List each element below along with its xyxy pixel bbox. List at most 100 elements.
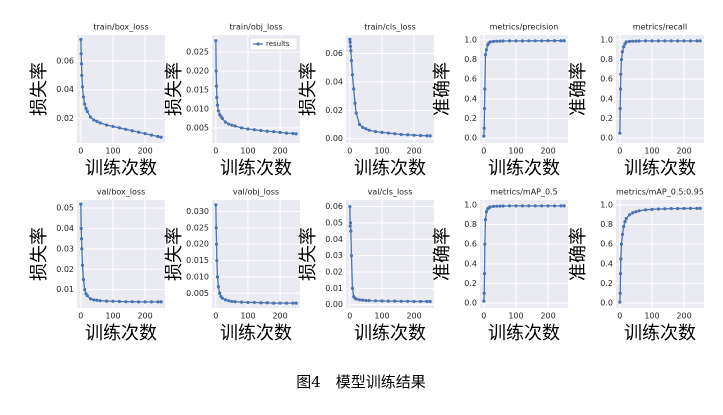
y-tick-label: 0.025 xyxy=(186,48,209,57)
data-point xyxy=(83,288,87,292)
data-point xyxy=(428,299,432,304)
data-point xyxy=(233,300,237,304)
data-point xyxy=(688,39,693,43)
data-point xyxy=(278,130,282,134)
data-point xyxy=(364,127,368,131)
data-point xyxy=(294,301,298,305)
data-point xyxy=(514,39,518,43)
data-point xyxy=(214,203,218,207)
data-point xyxy=(117,126,121,130)
data-point xyxy=(656,207,660,211)
data-point xyxy=(348,221,353,225)
data-point xyxy=(357,298,362,302)
y-tick-label: 0.4 xyxy=(600,94,613,103)
data-point xyxy=(117,299,121,304)
y-tick-label: 0.03 xyxy=(56,244,74,253)
chart-title: metrics/mAP_0.5:0.95 xyxy=(616,188,704,197)
data-point xyxy=(367,299,371,303)
y-tick-label: 0.02 xyxy=(56,265,74,274)
data-point xyxy=(631,39,635,43)
data-point xyxy=(81,95,86,99)
data-point xyxy=(239,300,244,304)
y-tick-label: 0.020 xyxy=(186,240,209,249)
y-tick-label: 0.6 xyxy=(600,75,613,84)
data-point xyxy=(294,132,298,136)
data-point xyxy=(81,277,86,282)
x-tick-label: 100 xyxy=(240,312,255,321)
data-point xyxy=(669,207,673,211)
data-point xyxy=(488,205,492,209)
data-point xyxy=(393,132,397,136)
data-point xyxy=(223,120,228,124)
data-point xyxy=(214,242,219,246)
data-point xyxy=(252,128,256,132)
x-tick-label: 200 xyxy=(272,147,287,156)
x-tick-label: 200 xyxy=(406,312,421,321)
data-point xyxy=(354,297,358,301)
data-point xyxy=(491,204,496,208)
data-point xyxy=(482,134,486,138)
chart-title: metrics/mAP_0.5 xyxy=(490,188,557,197)
data-point xyxy=(412,299,416,304)
y-axis-label: 损失率 xyxy=(164,227,185,281)
data-point xyxy=(482,272,487,276)
data-point xyxy=(527,204,531,208)
y-tick-label: 0.2 xyxy=(600,279,613,288)
data-point xyxy=(95,298,99,302)
y-tick-label: 1.0 xyxy=(464,35,477,44)
data-point xyxy=(215,95,219,100)
data-point xyxy=(619,57,624,62)
data-point xyxy=(216,285,221,289)
data-point xyxy=(622,45,626,49)
y-tick-label: 0.4 xyxy=(464,259,477,268)
chart-title: train/cls_loss xyxy=(364,23,416,32)
y-axis-label: 损失率 xyxy=(298,62,319,116)
y-tick-label: 0.04 xyxy=(56,224,74,233)
data-point xyxy=(676,206,680,211)
data-point xyxy=(643,208,648,212)
y-tick-label: 0.02 xyxy=(325,268,343,277)
data-point xyxy=(246,127,250,131)
data-point xyxy=(79,52,83,56)
data-point xyxy=(698,206,702,210)
data-point xyxy=(650,207,654,211)
data-point xyxy=(218,291,222,295)
data-point xyxy=(622,224,626,229)
data-point xyxy=(215,103,220,107)
data-point xyxy=(540,204,544,208)
data-point xyxy=(559,204,563,208)
data-point xyxy=(98,121,102,125)
data-point xyxy=(520,204,524,208)
plot-background xyxy=(346,35,434,143)
data-point xyxy=(624,217,628,221)
data-point xyxy=(88,115,93,119)
x-tick-label: 0 xyxy=(213,147,218,156)
data-point xyxy=(482,126,486,130)
data-point xyxy=(353,101,357,105)
data-point xyxy=(627,39,632,43)
y-axis-label: 损失率 xyxy=(298,227,319,281)
y-tick-label: 1.0 xyxy=(464,200,477,209)
data-point xyxy=(482,299,486,303)
data-point xyxy=(230,299,234,304)
data-point xyxy=(562,204,566,208)
data-point xyxy=(484,48,489,52)
data-point xyxy=(284,301,289,305)
data-point xyxy=(406,133,410,137)
data-point xyxy=(278,301,282,305)
caption: 图4 模型训练结果 xyxy=(296,373,426,391)
x-tick-label: 100 xyxy=(105,312,120,321)
data-point xyxy=(399,132,403,137)
data-point xyxy=(364,298,368,303)
x-tick-label: 200 xyxy=(406,147,421,156)
data-point xyxy=(425,299,429,304)
data-point xyxy=(143,300,147,304)
data-point xyxy=(620,50,625,54)
chart-title: metrics/precision xyxy=(490,23,559,32)
y-tick-label: 0.010 xyxy=(186,104,209,113)
data-point xyxy=(85,109,89,113)
data-point xyxy=(650,39,654,43)
x-tick-label: 0 xyxy=(213,312,218,321)
y-axis-label: 损失率 xyxy=(164,62,185,116)
x-tick-label: 100 xyxy=(240,147,255,156)
